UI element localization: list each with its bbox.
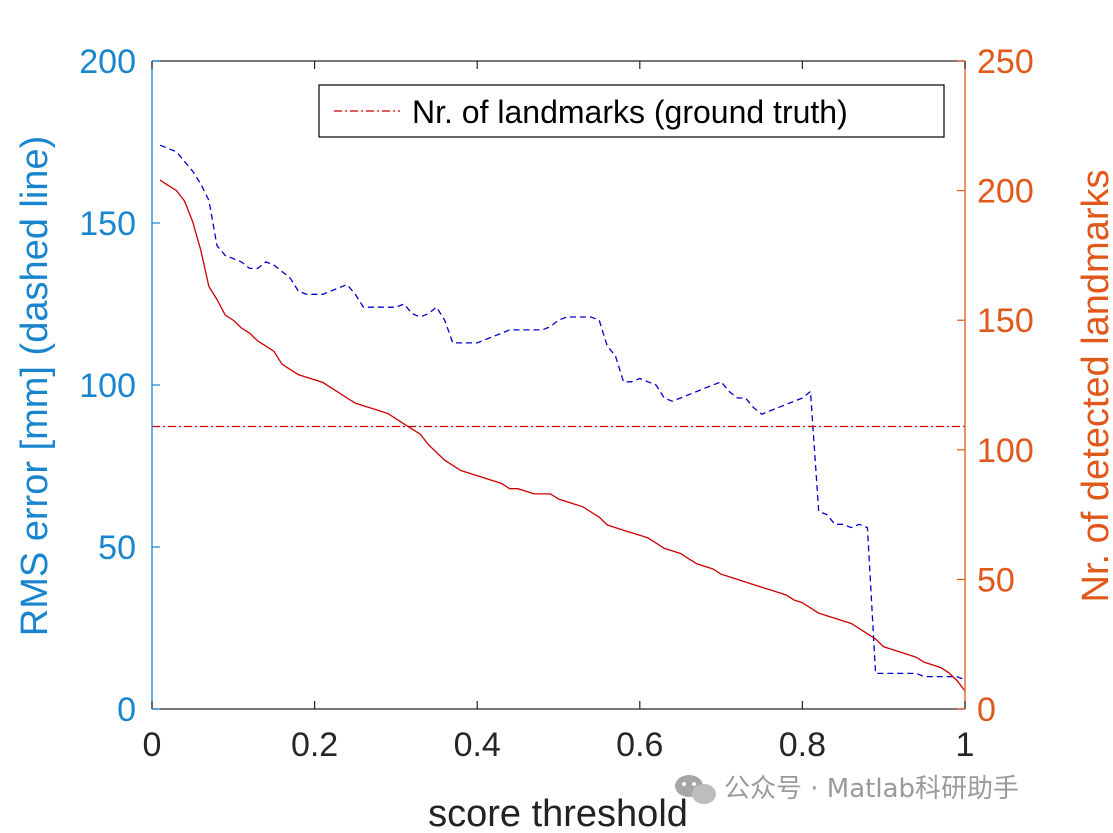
x-tick-label: 0.8 [779,726,826,764]
y-right-tick-label: 150 [977,302,1034,340]
x-tick-label: 0.6 [616,726,663,764]
y-right-tick-label: 0 [977,691,996,729]
y-right-tick-label: 100 [977,432,1034,470]
legend-label-ground-truth: Nr. of landmarks (ground truth) [412,94,848,130]
y-right-tick-label: 250 [977,43,1034,81]
plot-area [152,61,965,709]
series-detected-landmarks-line [159,179,966,692]
watermark: 公众号 · Matlab科研助手 [675,774,1019,804]
x-tick-label: 0 [143,726,162,764]
y-left-tick-label: 0 [117,691,136,729]
legend-box [318,84,945,138]
ticks-layer: 0 0.2 0.4 0.6 0.8 105010015020005010015020025… [79,43,1033,764]
y-left-tick-label: 200 [79,43,136,81]
x-tick-label: 1 [956,726,975,764]
series-rms-error-line [159,144,966,681]
series-layer [152,144,966,692]
y-right-tick-label: 50 [977,561,1015,599]
watermark-text: 公众号 · Matlab科研助手 [724,774,1019,804]
y-right-tick-label: 200 [977,173,1034,211]
y-left-tick-label: 150 [79,205,136,243]
wechat-icon [675,775,716,804]
plot-background [152,61,965,709]
x-axis-title: score threshold [428,793,688,833]
y-axis-left-title: RMS error [mm] (dashed line) [14,136,56,636]
y-left-tick-label: 50 [98,529,136,567]
x-tick-label: 0.2 [291,726,338,764]
y-axis-right-title: Nr. of detected landmarks [1075,170,1113,603]
legend: Nr. of landmarks (ground truth) [318,84,945,138]
x-tick-label: 0.4 [454,726,501,764]
y-left-tick-label: 100 [79,367,136,405]
